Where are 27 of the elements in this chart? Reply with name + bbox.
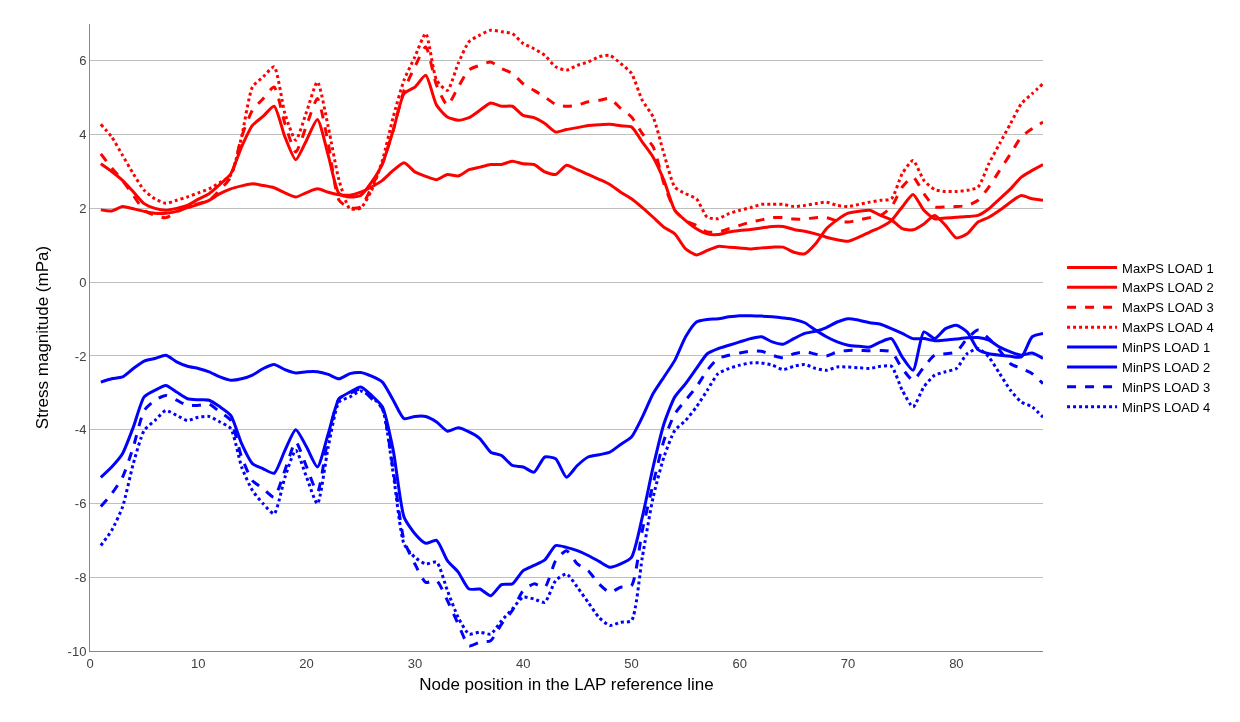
x-tick-label: 50 xyxy=(624,655,639,671)
x-tick-label: 20 xyxy=(299,655,314,671)
y-tick-label: -10 xyxy=(67,643,87,659)
y-tick-label: -4 xyxy=(74,422,87,438)
x-tick-label: 10 xyxy=(191,655,206,671)
y-axis-title: Stress magnitude (mPa) xyxy=(33,245,53,430)
legend-label: MaxPS LOAD 1 xyxy=(1122,260,1214,276)
y-tick-label: 2 xyxy=(79,200,87,216)
legend-label: MaxPS LOAD 3 xyxy=(1122,300,1214,316)
legend-label: MinPS LOAD 2 xyxy=(1122,360,1211,376)
y-tick-label: -6 xyxy=(74,496,87,512)
y-tick-label: 4 xyxy=(79,127,87,143)
legend-label: MinPS LOAD 1 xyxy=(1122,340,1211,356)
legend-label: MinPS LOAD 3 xyxy=(1122,379,1211,395)
y-tick-label: -2 xyxy=(74,348,87,364)
x-tick-label: 60 xyxy=(732,655,747,671)
y-tick-label: 6 xyxy=(79,53,87,69)
x-tick-label: 80 xyxy=(949,655,964,671)
y-tick-label: -8 xyxy=(74,569,87,585)
x-tick-label: 70 xyxy=(840,655,856,671)
legend-label: MinPS LOAD 4 xyxy=(1122,399,1211,415)
x-tick-label: 40 xyxy=(515,655,531,671)
legend-label: MaxPS LOAD 4 xyxy=(1122,320,1214,336)
x-tick-label: 30 xyxy=(407,655,423,671)
legend-label: MaxPS LOAD 2 xyxy=(1122,280,1214,296)
x-axis-title: Node position in the LAP reference line xyxy=(419,675,714,694)
y-tick-label: 0 xyxy=(79,274,87,290)
